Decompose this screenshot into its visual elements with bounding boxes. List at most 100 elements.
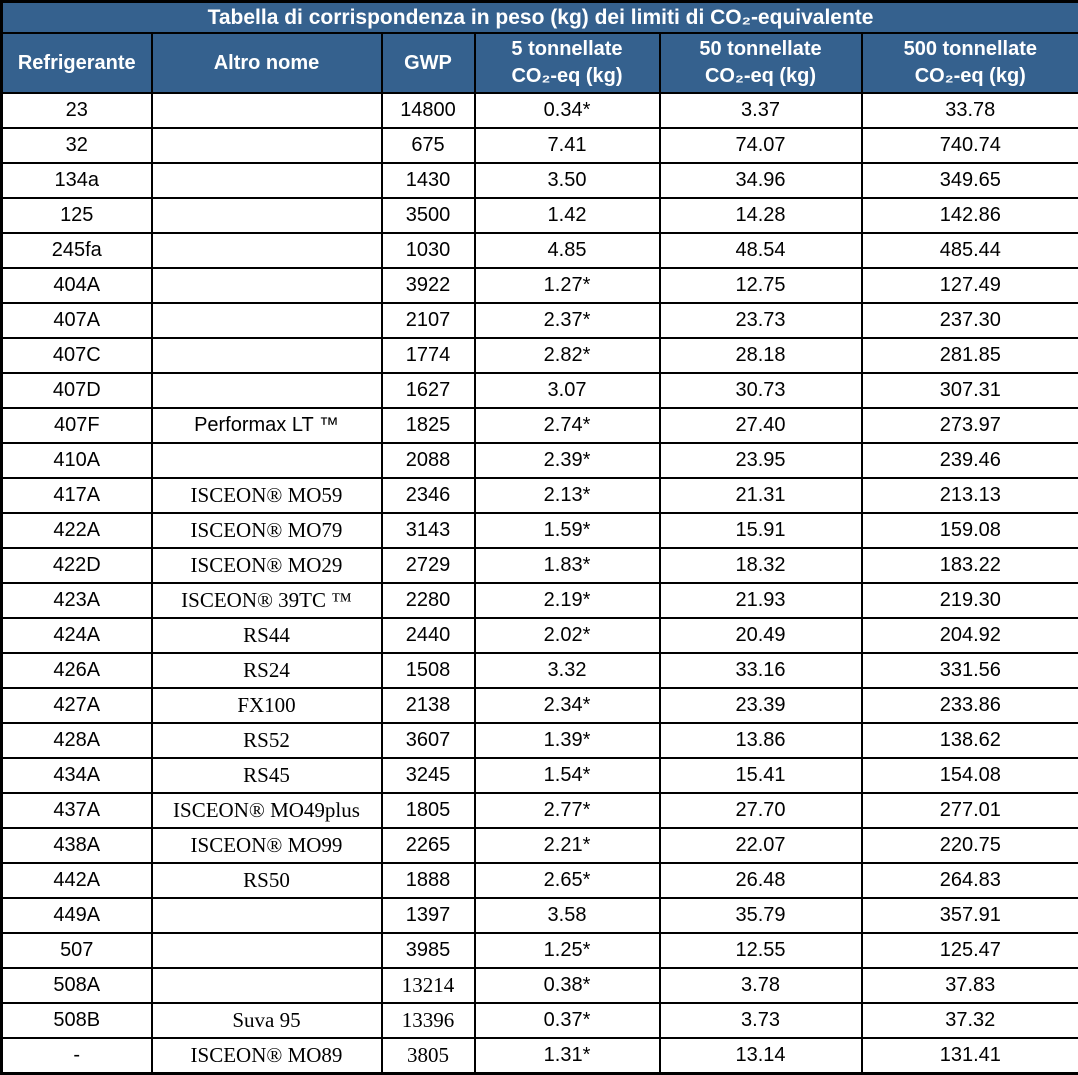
- cell-refrigerante: 407D: [2, 373, 152, 408]
- cell-altro_nome: ISCEON® MO99: [152, 828, 382, 863]
- cell-t500: 233.86: [862, 688, 1078, 723]
- cell-refrigerante: 424A: [2, 618, 152, 653]
- cell-t5: 2.39*: [475, 443, 660, 478]
- cell-refrigerante: 507: [2, 933, 152, 968]
- cell-altro_nome: [152, 233, 382, 268]
- cell-t500: 131.41: [862, 1038, 1078, 1074]
- cell-refrigerante: 427A: [2, 688, 152, 723]
- cell-refrigerante: 422D: [2, 548, 152, 583]
- cell-refrigerante: 508B: [2, 1003, 152, 1038]
- column-header-0: Refrigerante: [2, 33, 152, 93]
- cell-altro_nome: RS45: [152, 758, 382, 793]
- cell-altro_nome: [152, 303, 382, 338]
- cell-refrigerante: 449A: [2, 898, 152, 933]
- cell-t500: 237.30: [862, 303, 1078, 338]
- cell-altro_nome: RS24: [152, 653, 382, 688]
- cell-gwp: 3245: [382, 758, 475, 793]
- cell-gwp: 3805: [382, 1038, 475, 1074]
- cell-t5: 2.21*: [475, 828, 660, 863]
- cell-gwp: 675: [382, 128, 475, 163]
- cell-t50: 13.86: [660, 723, 862, 758]
- column-header-1: Altro nome: [152, 33, 382, 93]
- cell-gwp: 1030: [382, 233, 475, 268]
- cell-t50: 34.96: [660, 163, 862, 198]
- column-header-sublabel: CO₂-eq (kg): [863, 63, 1078, 90]
- cell-t5: 3.07: [475, 373, 660, 408]
- cell-gwp: 1805: [382, 793, 475, 828]
- cell-t500: 239.46: [862, 443, 1078, 478]
- cell-gwp: 1627: [382, 373, 475, 408]
- cell-t5: 2.65*: [475, 863, 660, 898]
- cell-altro_nome: [152, 198, 382, 233]
- cell-t500: 125.47: [862, 933, 1078, 968]
- cell-t50: 23.95: [660, 443, 862, 478]
- cell-t50: 13.14: [660, 1038, 862, 1074]
- cell-gwp: 1774: [382, 338, 475, 373]
- cell-t50: 21.93: [660, 583, 862, 618]
- cell-gwp: 3143: [382, 513, 475, 548]
- cell-gwp: 3922: [382, 268, 475, 303]
- cell-t500: 307.31: [862, 373, 1078, 408]
- cell-t500: 142.86: [862, 198, 1078, 233]
- cell-gwp: 2088: [382, 443, 475, 478]
- cell-t500: 740.74: [862, 128, 1078, 163]
- cell-t50: 18.32: [660, 548, 862, 583]
- cell-t50: 27.40: [660, 408, 862, 443]
- cell-altro_nome: Suva 95: [152, 1003, 382, 1038]
- cell-gwp: 3500: [382, 198, 475, 233]
- cell-refrigerante: 407F: [2, 408, 152, 443]
- cell-t500: 127.49: [862, 268, 1078, 303]
- cell-gwp: 2440: [382, 618, 475, 653]
- cell-refrigerante: 410A: [2, 443, 152, 478]
- cell-gwp: 3985: [382, 933, 475, 968]
- cell-t50: 28.18: [660, 338, 862, 373]
- cell-t50: 3.78: [660, 968, 862, 1003]
- cell-t50: 74.07: [660, 128, 862, 163]
- cell-t500: 138.62: [862, 723, 1078, 758]
- cell-gwp: 1825: [382, 408, 475, 443]
- cell-t5: 2.74*: [475, 408, 660, 443]
- cell-t50: 26.48: [660, 863, 862, 898]
- cell-t5: 0.34*: [475, 93, 660, 128]
- cell-t500: 37.83: [862, 968, 1078, 1003]
- cell-refrigerante: 32: [2, 128, 152, 163]
- cell-refrigerante: 437A: [2, 793, 152, 828]
- cell-altro_nome: RS50: [152, 863, 382, 898]
- column-header-sublabel: CO₂-eq (kg): [476, 63, 659, 90]
- cell-t5: 1.27*: [475, 268, 660, 303]
- cell-t50: 22.07: [660, 828, 862, 863]
- cell-t500: 331.56: [862, 653, 1078, 688]
- cell-refrigerante: 407C: [2, 338, 152, 373]
- cell-gwp: 1397: [382, 898, 475, 933]
- cell-refrigerante: 404A: [2, 268, 152, 303]
- cell-t50: 35.79: [660, 898, 862, 933]
- cell-altro_nome: [152, 443, 382, 478]
- cell-t5: 2.02*: [475, 618, 660, 653]
- cell-gwp: 2138: [382, 688, 475, 723]
- cell-refrigerante: 438A: [2, 828, 152, 863]
- cell-t50: 33.16: [660, 653, 862, 688]
- column-header-label: Refrigerante: [3, 50, 151, 77]
- cell-t5: 1.59*: [475, 513, 660, 548]
- cell-refrigerante: 422A: [2, 513, 152, 548]
- cell-t5: 2.82*: [475, 338, 660, 373]
- title-row: Tabella di corrispondenza in peso (kg) d…: [2, 2, 1078, 34]
- column-header-label: 500 tonnellate: [863, 36, 1078, 63]
- cell-t500: 264.83: [862, 863, 1078, 898]
- cell-altro_nome: [152, 933, 382, 968]
